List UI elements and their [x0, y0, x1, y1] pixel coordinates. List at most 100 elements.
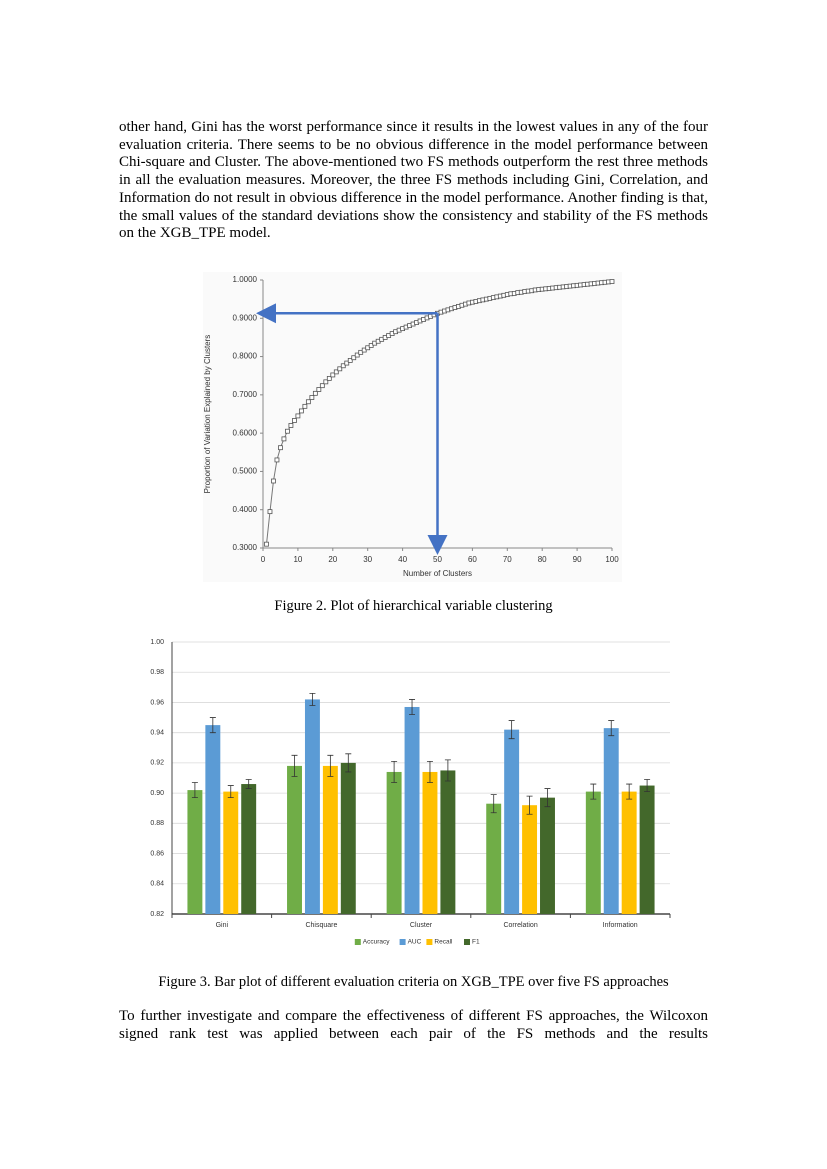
legend-swatch	[464, 939, 470, 945]
bar	[504, 729, 520, 914]
error-bar	[327, 754, 334, 777]
bar	[422, 771, 438, 914]
legend-label: Recall	[434, 939, 453, 946]
marker	[316, 387, 322, 392]
error-bar	[209, 717, 216, 734]
y-tick-label: 0.90	[150, 790, 164, 797]
y-tick-label: 0.3000	[233, 543, 258, 552]
marker	[337, 366, 343, 372]
paragraph: other hand, Gini has the worst performan…	[119, 119, 708, 242]
y-tick-label: 0.94	[150, 730, 164, 737]
error-bar	[345, 753, 352, 773]
marker	[326, 375, 332, 381]
legend-label: AUC	[408, 939, 422, 946]
marker	[351, 355, 357, 361]
error-bar	[626, 783, 633, 800]
x-tick-label: Correlation	[503, 922, 537, 929]
bar	[603, 728, 619, 914]
bar	[304, 699, 320, 914]
x-tick-label: Gini	[216, 922, 229, 929]
marker	[340, 363, 346, 369]
marker	[319, 383, 325, 389]
bar	[205, 725, 221, 914]
y-tick-label: 0.6000	[233, 428, 258, 437]
bar	[322, 765, 338, 914]
bar	[522, 805, 538, 914]
error-bar	[245, 779, 252, 789]
bar	[386, 771, 402, 914]
error-bar	[544, 788, 551, 808]
marker	[312, 390, 318, 396]
bar	[223, 791, 239, 914]
x-tick-label: 20	[328, 555, 337, 564]
legend-swatch	[426, 939, 433, 945]
marker	[323, 379, 329, 385]
error-bar	[490, 794, 497, 814]
marker	[295, 413, 301, 419]
marker	[281, 436, 287, 442]
error-bar	[291, 754, 298, 777]
x-tick-label: 60	[468, 555, 477, 564]
y-tick-label: 0.98	[150, 669, 164, 676]
y-tick-label: 0.88	[150, 820, 164, 827]
bar	[486, 803, 502, 914]
error-bar	[227, 785, 234, 799]
y-tick-label: 0.4000	[233, 505, 258, 514]
error-bar	[526, 795, 533, 815]
plot-background	[203, 272, 622, 582]
marker	[330, 372, 336, 378]
x-tick-label: 90	[573, 555, 582, 564]
y-tick-label: 0.96	[150, 699, 164, 706]
figure-caption: Figure 3. Bar plot of different evaluati…	[158, 974, 669, 990]
y-tick-label: 0.5000	[233, 467, 258, 476]
x-tick-label: 30	[363, 555, 372, 564]
marker	[609, 279, 615, 284]
error-bar	[444, 759, 451, 782]
x-tick-label: 10	[293, 555, 302, 564]
error-bar	[391, 760, 398, 783]
bar	[585, 791, 601, 914]
bar	[241, 784, 257, 914]
error-bar	[409, 699, 416, 715]
y-tick-label: 0.86	[150, 850, 164, 857]
x-tick-label: 70	[503, 555, 512, 564]
x-tick-label: Chisquare	[305, 922, 337, 929]
marker	[305, 399, 311, 405]
y-tick-label: 0.82	[150, 911, 164, 918]
figure-caption: Figure 2. Plot of hierarchical variable …	[274, 598, 553, 614]
marker	[309, 395, 315, 400]
error-bar	[309, 692, 316, 706]
marker	[271, 478, 276, 484]
x-tick-label: 50	[433, 555, 442, 564]
y-tick-label: 0.7000	[233, 390, 258, 399]
bar	[540, 797, 555, 914]
x-tick-label: 40	[398, 555, 407, 564]
bar	[404, 706, 420, 914]
error-bar	[590, 783, 597, 800]
error-bar	[426, 760, 433, 783]
marker	[344, 360, 350, 366]
bar	[187, 790, 203, 914]
marker	[285, 428, 290, 434]
x-tick-label: 0	[261, 555, 266, 564]
marker	[354, 352, 360, 358]
x-tick-label: Information	[603, 922, 638, 929]
bar	[621, 791, 637, 914]
x-tick-label: 100	[605, 555, 619, 564]
legend-label: Accuracy	[363, 939, 390, 946]
paragraph: To further investigate and compare the e…	[119, 1008, 708, 1042]
error-bar	[608, 720, 615, 737]
x-tick-label: Cluster	[410, 922, 433, 929]
marker	[264, 541, 269, 547]
y-tick-label: 1.0000	[233, 275, 258, 284]
marker	[302, 403, 308, 409]
marker	[278, 445, 283, 451]
x-tick-label: 80	[538, 555, 547, 564]
marker	[333, 369, 339, 375]
y-tick-label: 0.84	[150, 881, 164, 888]
legend-swatch	[399, 939, 406, 945]
error-bar	[644, 779, 651, 792]
y-tick-label: 0.92	[150, 760, 164, 767]
error-bar	[191, 782, 198, 799]
